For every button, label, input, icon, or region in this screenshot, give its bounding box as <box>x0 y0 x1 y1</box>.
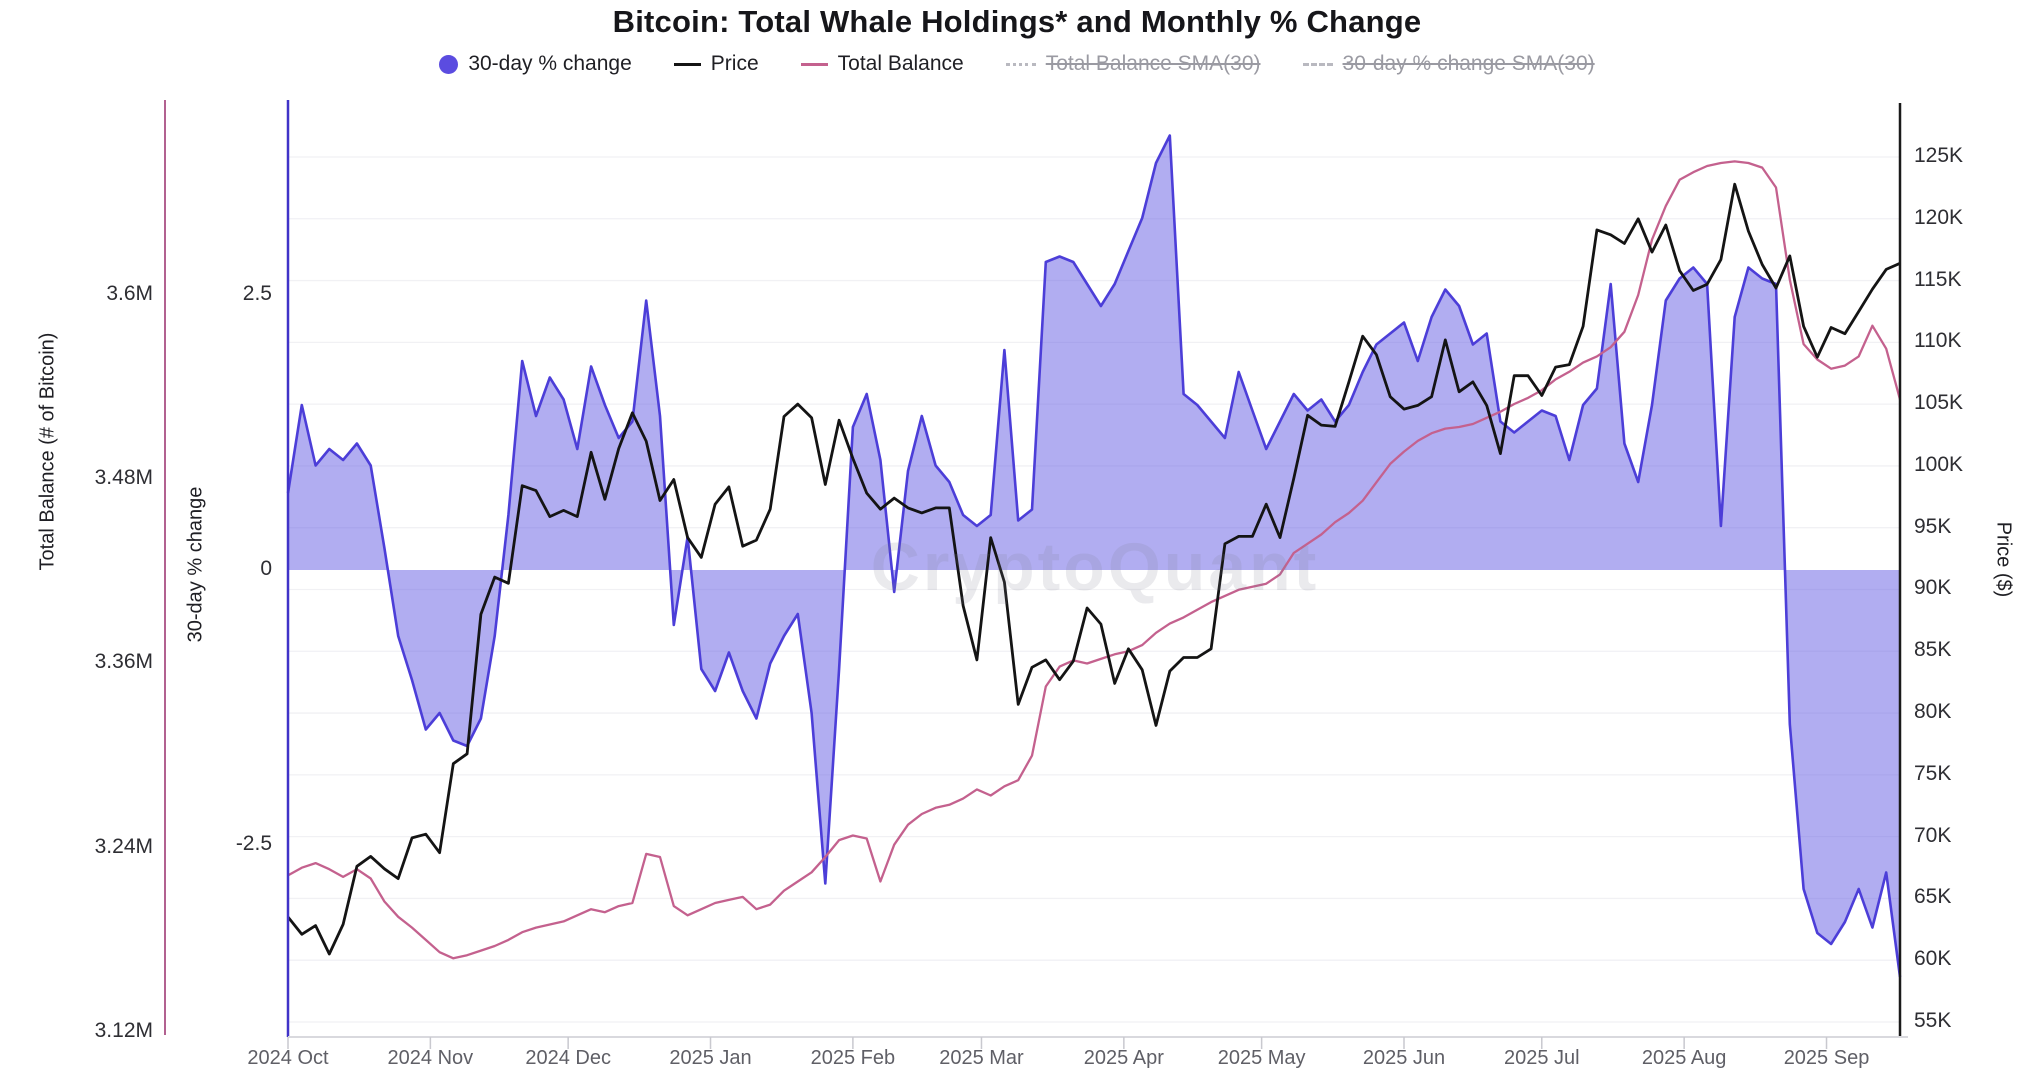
price-tick: 70K <box>1914 823 1952 847</box>
legend-item-1[interactable]: Price <box>673 52 759 76</box>
pct-tick: 0 <box>260 557 272 580</box>
price-line <box>286 182 1901 956</box>
cryptoquant-watermark: CryptoQuant <box>870 529 1320 605</box>
price-tick: 120K <box>1914 205 1964 229</box>
total-balance-line <box>287 160 1902 960</box>
price-tick: 75K <box>1914 761 1952 785</box>
price-tick: 115K <box>1914 267 1962 291</box>
price-tick: 100K <box>1914 452 1964 476</box>
month-label: 2024 Nov <box>387 1047 474 1069</box>
balance-axis-title: Total Balance (# of Bitcoin) <box>36 332 59 571</box>
legend-dotted-icon <box>1005 62 1036 66</box>
pct-change-line <box>286 134 1902 978</box>
chart-title: Bitcoin: Total Whale Holdings* and Month… <box>612 4 1422 39</box>
legend-label: Price <box>710 52 759 75</box>
legend-line-icon <box>673 62 701 66</box>
legend-line-icon <box>800 62 828 66</box>
month-label: 2024 Oct <box>247 1047 329 1069</box>
month-label: 2025 May <box>1217 1047 1306 1069</box>
month-label: 2025 Jul <box>1503 1047 1580 1069</box>
price-tick: 125K <box>1914 144 1964 167</box>
price-tick: 110K <box>1914 329 1962 353</box>
legend-label: 30-day % change <box>468 52 632 75</box>
month-label: 2025 Mar <box>939 1047 1024 1069</box>
price-tick: 55K <box>1914 1008 1952 1032</box>
price-tick: 65K <box>1914 885 1952 909</box>
month-label: 2025 Aug <box>1641 1047 1727 1069</box>
legend-item-2[interactable]: Total Balance <box>800 52 964 76</box>
price-tick: 85K <box>1914 638 1952 662</box>
month-label: 2024 Dec <box>525 1047 611 1069</box>
balance-tick: 3.48M <box>94 466 153 490</box>
legend-item-3[interactable]: Total Balance SMA(30) <box>1005 52 1261 76</box>
balance-tick: 3.36M <box>94 650 153 674</box>
pct-tick: -2.5 <box>235 832 272 855</box>
price-tick: 105K <box>1914 391 1964 415</box>
month-label: 2025 Feb <box>810 1047 896 1069</box>
month-label: 2025 Jun <box>1362 1047 1446 1069</box>
legend-label: Total Balance SMA(30) <box>1045 52 1261 75</box>
balance-tick: 3.6M <box>106 282 153 305</box>
pct-tick: 2.5 <box>242 282 272 305</box>
month-label: 2025 Sep <box>1783 1047 1870 1069</box>
legend-label: 30-day % change SMA(30) <box>1342 52 1595 75</box>
month-label: 2025 Apr <box>1083 1047 1164 1069</box>
price-tick: 80K <box>1914 700 1952 724</box>
balance-tick: 3.24M <box>94 834 153 858</box>
legend-item-0[interactable]: 30-day % change <box>439 52 632 76</box>
pct-change-area <box>288 135 1900 977</box>
legend-label: Total Balance <box>837 52 964 75</box>
price-tick: 95K <box>1914 514 1952 538</box>
balance-tick: 3.12M <box>94 1018 153 1042</box>
month-label: 2025 Jan <box>669 1047 752 1069</box>
legend: 30-day % change Price Total Balance Total B… <box>0 52 2034 76</box>
legend-dashed-icon <box>1302 62 1333 66</box>
legend-dot-icon <box>439 54 459 74</box>
price-tick: 60K <box>1914 947 1952 971</box>
price-tick: 90K <box>1914 576 1952 600</box>
legend-item-4[interactable]: 30-day % change SMA(30) <box>1302 52 1595 76</box>
